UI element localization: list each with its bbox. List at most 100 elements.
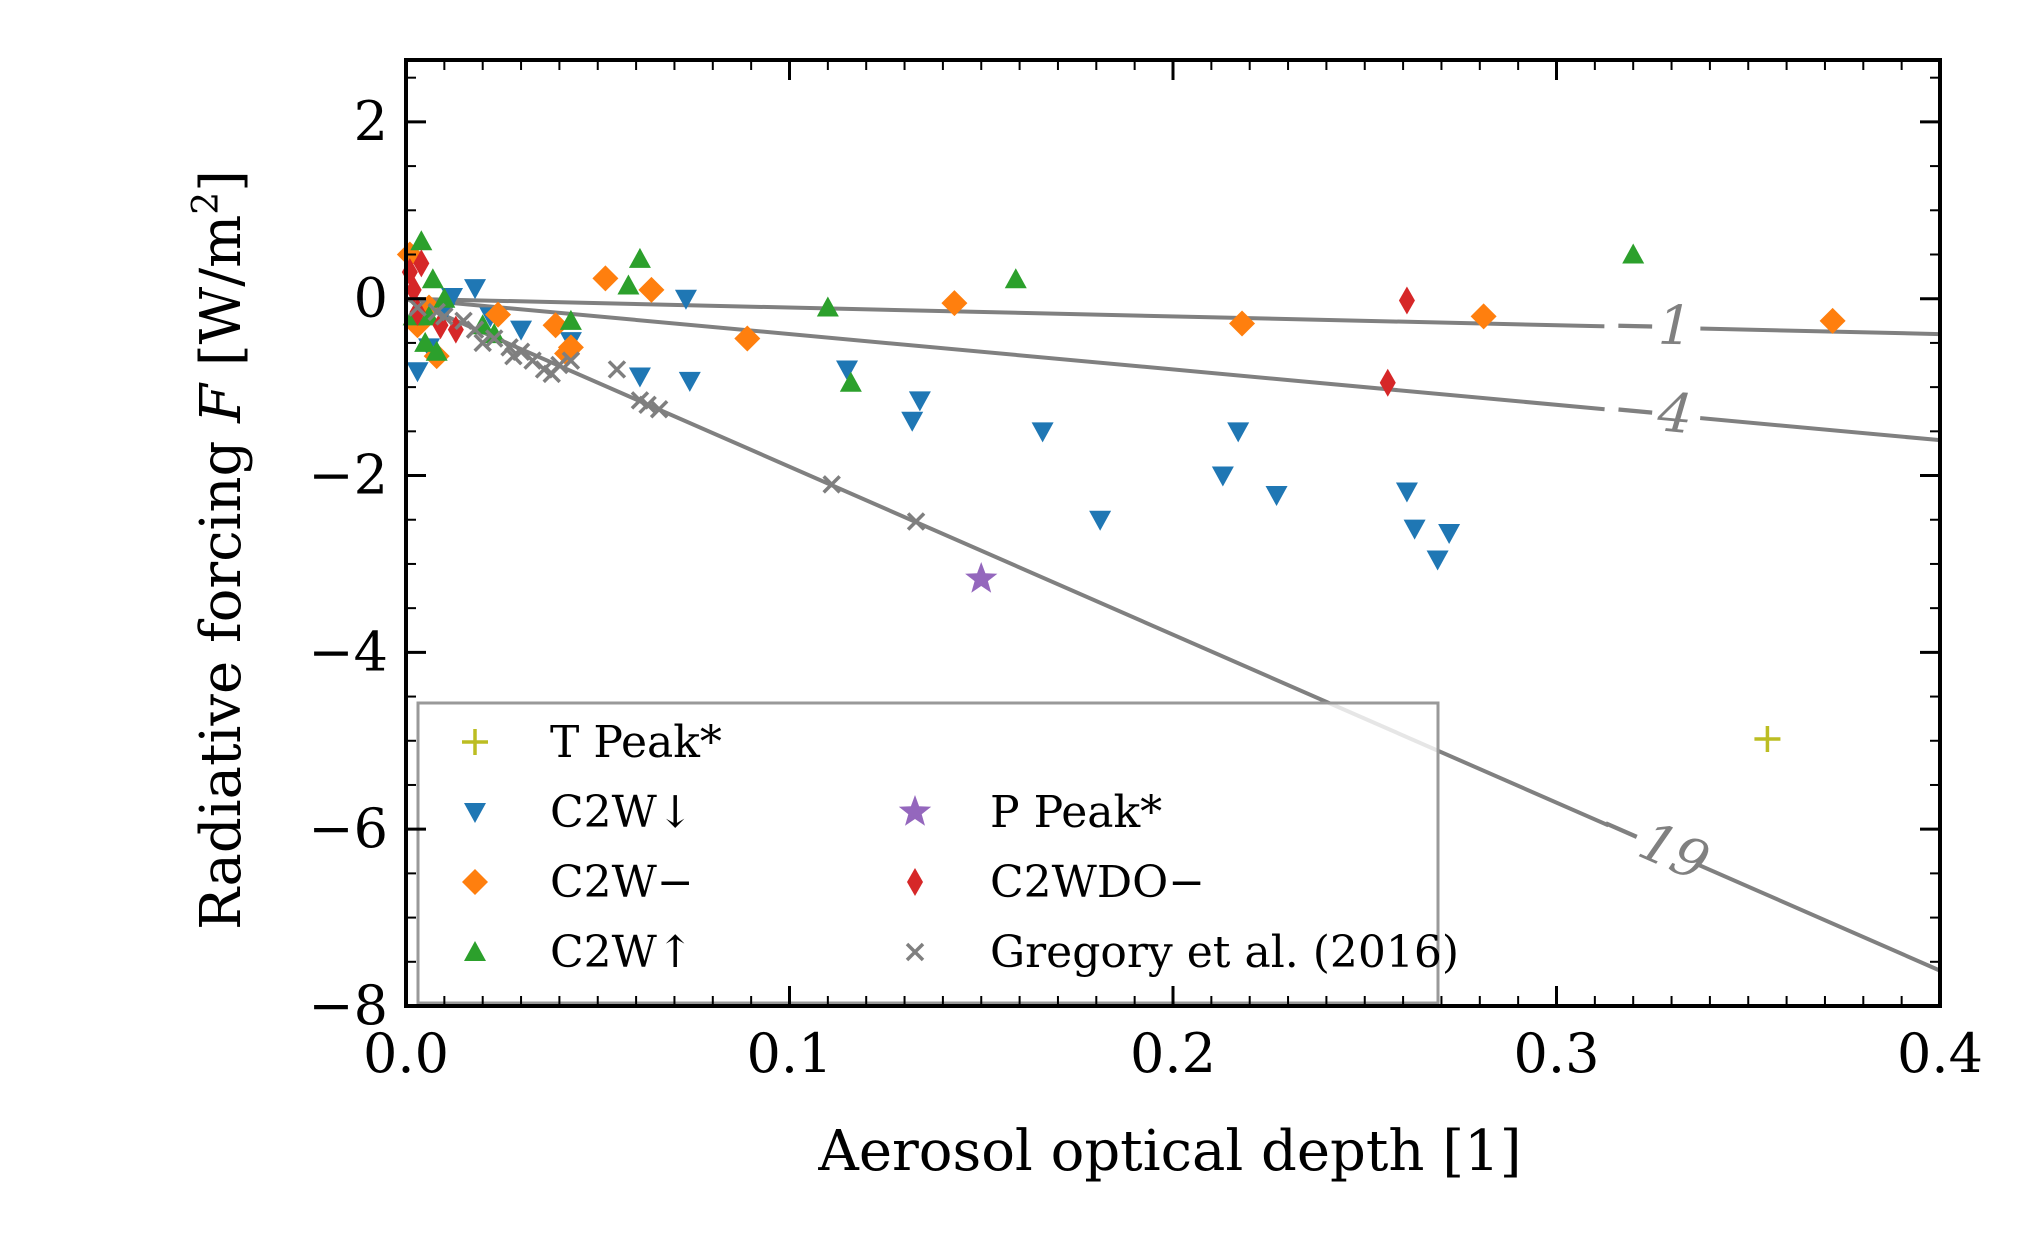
- legend-label: C2W−: [550, 857, 694, 908]
- legend: T Peak* C2W↓ C2W− C2W↑ P Peak* C2WDO− Gregory …: [416, 701, 1459, 1005]
- data-point: [1622, 243, 1645, 264]
- legend-marker: [462, 869, 488, 895]
- y-tick-label: −2: [308, 444, 388, 507]
- data-point: [1211, 466, 1234, 487]
- data-point: [523, 351, 542, 370]
- data-point: [734, 325, 761, 352]
- data-point: [822, 475, 841, 494]
- reference-line-label: −1: [1612, 293, 1693, 358]
- legend-label: C2W↑: [550, 927, 694, 978]
- x-tick-label: 0.4: [1897, 1022, 1983, 1085]
- data-point: [418, 305, 441, 326]
- data-point: [454, 311, 473, 331]
- y-tick-label: 2: [354, 90, 388, 153]
- y-tick-label: 0: [354, 267, 388, 330]
- y-axis-label-unit-exponent: 2: [186, 192, 227, 215]
- legend-frame: [416, 701, 1440, 1005]
- y-tick-label: −6: [308, 797, 388, 860]
- data-point: [901, 411, 924, 432]
- data-point: [908, 391, 931, 412]
- data-point: [485, 301, 512, 328]
- y-tick-label: −8: [308, 974, 388, 1037]
- x-tick-label: 0.1: [747, 1022, 833, 1085]
- data-point: [628, 367, 651, 388]
- data-point: [617, 274, 640, 295]
- data-point: [836, 360, 859, 381]
- data-point: [1403, 519, 1426, 540]
- data-point: [678, 371, 701, 392]
- data-point: [510, 320, 533, 341]
- reference-line-label-background: [1602, 383, 1703, 444]
- data-point: [561, 351, 581, 370]
- data-point: [414, 331, 437, 352]
- y-tick-label: −4: [308, 620, 388, 683]
- data-point: [465, 320, 485, 339]
- legend-marker: [898, 795, 932, 826]
- x-axis-label: Aerosol optical depth [1]: [817, 1119, 1521, 1184]
- data-point: [638, 276, 665, 303]
- data-points: [396, 230, 1846, 752]
- y-axis-label-variable: F: [189, 382, 254, 424]
- data-point: [1004, 268, 1027, 289]
- reference-line-label-group: −1: [1603, 293, 1701, 358]
- data-point: [406, 362, 429, 383]
- data-point: [674, 289, 697, 310]
- data-point: [1395, 482, 1418, 503]
- legend-label: T Peak*: [550, 717, 722, 768]
- data-point: [592, 265, 619, 292]
- reference-lines: −1−4−19: [405, 293, 1941, 973]
- legend-marker: [905, 942, 925, 962]
- y-axis-label-unit-close: ]: [189, 170, 254, 192]
- data-point: [1470, 303, 1497, 330]
- data-point: [464, 279, 487, 300]
- data-point: [906, 512, 926, 531]
- data-point: [1398, 286, 1415, 315]
- data-point: [628, 247, 651, 268]
- y-axis-label-prefix: Radiative forcing: [189, 423, 254, 930]
- y-axis-label: Radiative forcing F [W/m2]: [186, 170, 254, 930]
- data-point: [484, 329, 504, 348]
- data-point: [965, 562, 998, 593]
- data-point: [1819, 307, 1846, 334]
- x-tick-label: 0.3: [1514, 1022, 1600, 1085]
- legend-label: Gregory et al. (2016): [990, 927, 1459, 978]
- data-point: [941, 290, 968, 317]
- data-point: [1426, 550, 1449, 571]
- data-point: [816, 296, 839, 317]
- data-point: [473, 333, 492, 353]
- axes: 0.0 0.1 0.2 0.3 0.4 2 0 −2 −4 −6 −8: [308, 58, 1983, 1085]
- data-point: [410, 230, 433, 251]
- data-point: [638, 395, 657, 415]
- legend-marker: [464, 941, 486, 961]
- data-point: [408, 298, 427, 317]
- data-point: [1265, 485, 1288, 506]
- legend-marker: [464, 803, 486, 823]
- data-point: [511, 342, 531, 361]
- data-point: [405, 275, 422, 304]
- data-point: [1031, 422, 1054, 443]
- x-tick-label: 0.0: [363, 1022, 449, 1085]
- data-point: [1754, 725, 1781, 752]
- x-tick-label: 0.2: [1130, 1022, 1216, 1085]
- reference-line-label: −4: [1610, 376, 1695, 446]
- data-point: [413, 249, 430, 278]
- data-point: [542, 312, 569, 339]
- data-point: [559, 309, 582, 330]
- data-point: [433, 287, 456, 308]
- data-point: [839, 371, 862, 392]
- reference-line-label-background: [1603, 300, 1701, 355]
- reference-line-label-background: [1597, 801, 1707, 888]
- reference-line-label-group: −4: [1602, 376, 1703, 446]
- legend-label: P Peak*: [990, 787, 1162, 838]
- legend-marker: [907, 868, 923, 896]
- data-point: [435, 307, 454, 326]
- data-point: [1229, 310, 1256, 337]
- data-point: [421, 268, 444, 289]
- data-point: [1379, 368, 1396, 397]
- y-axis-label-unit: [W/m: [189, 215, 254, 384]
- data-point: [550, 355, 569, 375]
- legend-label: C2W↓: [550, 787, 694, 838]
- data-point: [1227, 422, 1250, 443]
